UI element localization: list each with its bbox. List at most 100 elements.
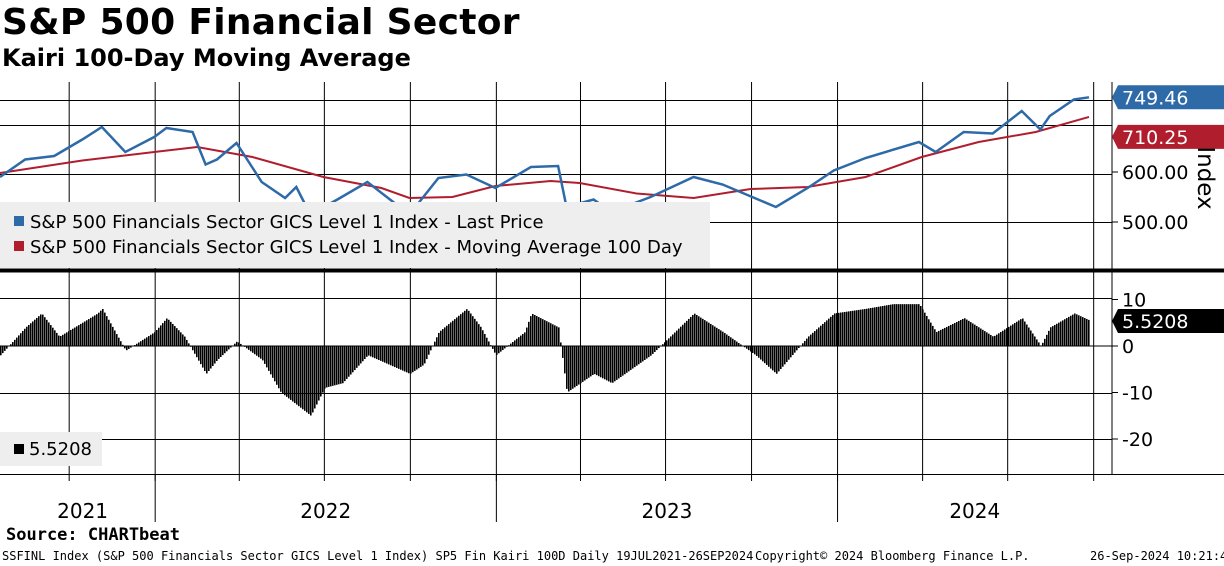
kairi-bar bbox=[544, 320, 546, 346]
kairi-bar bbox=[394, 346, 396, 368]
kairi-bar bbox=[120, 341, 122, 346]
kairi-bar bbox=[436, 337, 438, 346]
kairi-bar bbox=[746, 346, 748, 349]
kairi-bar bbox=[848, 311, 850, 346]
kairi-bar bbox=[876, 307, 878, 346]
kairi-bar bbox=[718, 329, 720, 346]
kairi-bar bbox=[646, 346, 648, 359]
kairi-bar bbox=[94, 315, 96, 346]
kairi-bar bbox=[546, 321, 548, 346]
kairi-bar bbox=[904, 304, 906, 346]
kairi-bar bbox=[658, 346, 660, 349]
kairi-bar bbox=[1082, 317, 1084, 346]
kairi-bar bbox=[350, 346, 352, 375]
kairi-bar bbox=[584, 346, 586, 381]
kairi-bar bbox=[324, 346, 326, 389]
kairi-bar bbox=[782, 346, 784, 367]
kairi-bar bbox=[784, 346, 786, 365]
ma-legend-label: S&P 500 Financials Sector GICS Level 1 I… bbox=[30, 237, 683, 258]
kairi-bar bbox=[482, 330, 484, 346]
kairi-bar bbox=[1076, 314, 1078, 346]
kairi-bar bbox=[534, 315, 536, 346]
kairi-bar bbox=[532, 313, 534, 346]
kairi-bar bbox=[428, 346, 430, 355]
kairi-bar bbox=[852, 310, 854, 346]
kairi-bar bbox=[938, 330, 940, 346]
kairi-bar bbox=[754, 346, 756, 355]
kairi-bar bbox=[128, 346, 130, 349]
kairi-bar bbox=[1052, 326, 1054, 346]
kairi-bar bbox=[866, 308, 868, 346]
kairi-bar bbox=[96, 314, 98, 346]
kairi-bar bbox=[972, 323, 974, 346]
kairi-bar bbox=[418, 346, 420, 369]
kairi-bar bbox=[684, 322, 686, 346]
kairi-bar bbox=[1026, 324, 1028, 346]
kairi-bar bbox=[828, 318, 830, 346]
kairi-bar bbox=[512, 342, 514, 346]
kairi-bar bbox=[582, 346, 584, 382]
kairi-bar bbox=[552, 324, 554, 346]
kairi-bar bbox=[438, 332, 440, 346]
kairi-bar bbox=[856, 310, 858, 346]
kairi-bar bbox=[548, 322, 550, 346]
kairi-bar bbox=[700, 317, 702, 346]
kairi-bar bbox=[808, 336, 810, 346]
kairi-bar bbox=[212, 346, 214, 367]
kairi-bar bbox=[974, 324, 976, 346]
kairi-bar bbox=[986, 332, 988, 346]
kairi-bar bbox=[900, 304, 902, 346]
kairi-bar bbox=[194, 346, 196, 354]
last-price-value: 749.46 bbox=[1122, 87, 1188, 109]
kairi-bar bbox=[692, 315, 694, 346]
kairi-bar bbox=[248, 346, 250, 350]
kairi-bar bbox=[790, 346, 792, 358]
kairi-bar bbox=[206, 346, 208, 374]
x-label-2023: 2023 bbox=[642, 499, 693, 523]
kairi-bar bbox=[38, 316, 40, 346]
kairi-bar bbox=[688, 318, 690, 346]
kairi-bar bbox=[368, 346, 370, 356]
kairi-bar bbox=[236, 341, 238, 346]
kairi-bar bbox=[478, 324, 480, 346]
kairi-bar bbox=[644, 346, 646, 360]
kairi-bar bbox=[674, 332, 676, 346]
kairi-bar bbox=[226, 346, 228, 352]
kairi-bar bbox=[168, 319, 170, 346]
kairi-bar bbox=[890, 304, 892, 346]
kairi-bar bbox=[536, 316, 538, 346]
kairi-bar bbox=[530, 316, 532, 346]
kairi-bar bbox=[144, 338, 146, 346]
kairi-bar bbox=[426, 346, 428, 360]
kairi-bar bbox=[1062, 320, 1064, 346]
kairi-bar bbox=[936, 331, 938, 346]
kairi-bar bbox=[1058, 322, 1060, 346]
kairi-bar bbox=[860, 309, 862, 346]
kairi-bar bbox=[562, 346, 564, 358]
kairi-bar bbox=[736, 341, 738, 346]
kairi-bar bbox=[1038, 342, 1040, 346]
kairi-bar bbox=[1020, 319, 1022, 346]
kairi-bar bbox=[1012, 324, 1014, 346]
kairi-bar bbox=[446, 325, 448, 346]
kairi-bar bbox=[1000, 332, 1002, 346]
kairi-bar bbox=[154, 332, 156, 346]
kairi-bar bbox=[274, 346, 276, 382]
kairi-bar bbox=[908, 304, 910, 346]
kairi-bar bbox=[18, 335, 20, 346]
kairi-bar bbox=[408, 346, 410, 374]
kairi-bar bbox=[146, 337, 148, 346]
kairi-bar bbox=[988, 333, 990, 346]
kairi-bar bbox=[794, 346, 796, 353]
kairi-bar bbox=[926, 315, 928, 346]
kairi-bar bbox=[590, 346, 592, 377]
kairi-bar bbox=[610, 346, 612, 383]
kairi-bar bbox=[498, 346, 500, 354]
kairi-bar bbox=[858, 309, 860, 346]
x-label-2022: 2022 bbox=[300, 499, 351, 523]
kairi-bar bbox=[1022, 318, 1024, 346]
kairi-bar bbox=[822, 323, 824, 346]
kairi-bar bbox=[80, 323, 82, 346]
kairi-bar bbox=[560, 342, 562, 346]
kairi-bar bbox=[326, 346, 328, 388]
